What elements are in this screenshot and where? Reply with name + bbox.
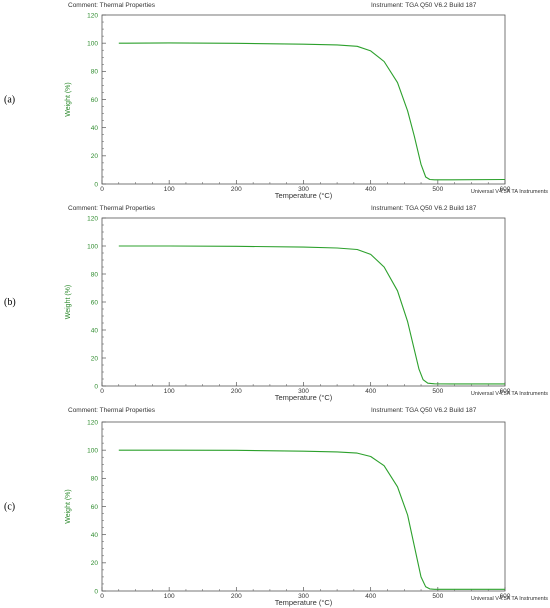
x-tick-label: 100 <box>164 388 175 395</box>
weight-curve <box>118 245 505 385</box>
x-tick-label: 400 <box>365 388 376 395</box>
y-tick-label: 120 <box>87 215 98 222</box>
comment-text: Comment: Thermal Properties <box>68 407 156 414</box>
y-tick-label: 80 <box>91 271 99 278</box>
y-tick-label: 0 <box>94 383 98 390</box>
y-tick-label: 40 <box>91 327 99 334</box>
x-tick-label: 0 <box>100 388 104 395</box>
panel-label: (c) <box>4 502 15 513</box>
y-tick-label: 120 <box>87 419 98 426</box>
comment-text: Comment: Thermal Properties <box>68 205 156 212</box>
x-tick-label: 500 <box>432 593 443 600</box>
x-tick-label: 400 <box>365 593 376 600</box>
y-axis-label: Weight (%) <box>65 82 72 117</box>
instrument-text: Instrument: TGA Q50 V6.2 Build 187 <box>371 407 477 414</box>
software-footer: Universal V4.5A TA Instruments <box>471 391 548 397</box>
tga-panel: Comment: Thermal Properties Instrument: T… <box>4 2 548 200</box>
y-tick-label: 20 <box>91 153 99 160</box>
x-tick-label: 100 <box>164 186 175 193</box>
weight-curve <box>118 449 505 590</box>
y-tick-label: 100 <box>87 243 98 250</box>
y-tick-label: 60 <box>91 299 99 306</box>
y-axis-label: Weight (%) <box>65 489 72 524</box>
y-tick-label: 100 <box>87 447 98 454</box>
weight-curve <box>118 42 506 181</box>
y-tick-label: 0 <box>94 181 98 188</box>
y-tick-label: 40 <box>91 532 99 539</box>
x-tick-label: 300 <box>298 593 309 600</box>
x-tick-label: 100 <box>164 593 175 600</box>
software-footer: Universal V4.5A TA Instruments <box>471 596 548 602</box>
instrument-text: Instrument: TGA Q50 V6.2 Build 187 <box>371 205 477 212</box>
x-tick-label: 300 <box>298 186 309 193</box>
x-tick-label: 200 <box>231 593 242 600</box>
x-tick-label: 600 <box>500 186 511 193</box>
panel-label: (b) <box>4 297 16 308</box>
x-axis-label: Temperature (°C) <box>275 393 333 402</box>
x-tick-label: 0 <box>100 593 104 600</box>
comment-text: Comment: Thermal Properties <box>68 2 156 9</box>
x-tick-label: 500 <box>432 388 443 395</box>
tga-panel: Comment: Thermal Properties Instrument: T… <box>4 205 548 402</box>
instrument-text: Instrument: TGA Q50 V6.2 Build 187 <box>371 2 477 9</box>
y-tick-label: 20 <box>91 560 99 567</box>
plot-frame <box>101 421 506 592</box>
y-tick-label: 100 <box>87 40 98 47</box>
x-tick-label: 300 <box>298 388 309 395</box>
x-tick-label: 400 <box>365 186 376 193</box>
plot-frame <box>101 217 506 387</box>
x-tick-label: 600 <box>500 388 511 395</box>
y-tick-label: 60 <box>91 504 99 511</box>
plot-frame <box>101 14 506 185</box>
x-axis-label: Temperature (°C) <box>275 598 333 607</box>
x-tick-label: 500 <box>432 186 443 193</box>
y-tick-label: 80 <box>91 69 99 76</box>
panel-label: (a) <box>4 95 15 106</box>
x-tick-label: 200 <box>231 186 242 193</box>
y-tick-label: 20 <box>91 355 99 362</box>
y-axis-label: Weight (%) <box>65 285 72 320</box>
tga-panel: Comment: Thermal Properties Instrument: T… <box>4 407 548 607</box>
software-footer: Universal V4.5A TA Instruments <box>471 189 548 195</box>
x-tick-label: 200 <box>231 388 242 395</box>
y-tick-label: 40 <box>91 125 99 132</box>
y-tick-label: 80 <box>91 476 99 483</box>
x-axis-label: Temperature (°C) <box>275 191 333 200</box>
x-tick-label: 0 <box>100 186 104 193</box>
y-tick-label: 0 <box>94 588 98 595</box>
y-tick-label: 120 <box>87 12 98 19</box>
y-tick-label: 60 <box>91 97 99 104</box>
x-tick-label: 600 <box>500 593 511 600</box>
